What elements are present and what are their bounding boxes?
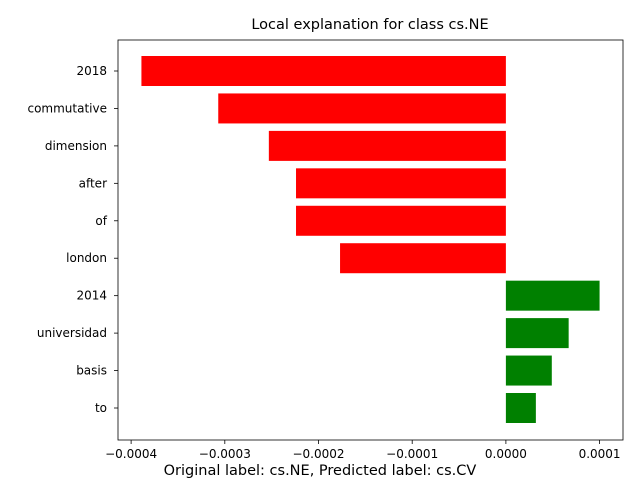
bar-2018 bbox=[141, 56, 506, 86]
y-tick-label: universidad bbox=[37, 326, 107, 340]
plot-frame bbox=[117, 39, 624, 441]
bars-group bbox=[141, 56, 600, 423]
y-tick-label: commutative bbox=[27, 101, 107, 115]
chart-title: Local explanation for class cs.NE bbox=[251, 17, 488, 33]
bar-universidad bbox=[505, 318, 569, 349]
y-tick-label: after bbox=[79, 176, 107, 190]
bar-london bbox=[340, 243, 506, 274]
bar-basis bbox=[505, 355, 552, 386]
x-tick-label: 0.0001 bbox=[579, 447, 621, 461]
bar-after bbox=[296, 168, 506, 199]
y-tick-label: to bbox=[95, 401, 107, 415]
x-tick-label: −0.0001 bbox=[386, 447, 438, 461]
caption: Original label: cs.NE, Predicted label: … bbox=[164, 463, 477, 479]
bar-dimension bbox=[268, 130, 506, 161]
y-tick-label: dimension bbox=[45, 139, 107, 153]
x-tick-label: −0.0003 bbox=[199, 447, 251, 461]
bar-of bbox=[296, 205, 506, 236]
x-tick-label: −0.0004 bbox=[105, 447, 157, 461]
x-tick-label: −0.0002 bbox=[292, 447, 344, 461]
x-tick-label: 0.0000 bbox=[485, 447, 527, 461]
bar-2014 bbox=[505, 280, 600, 311]
y-tick-label: 2018 bbox=[76, 64, 107, 78]
y-tick-label: 2014 bbox=[76, 289, 107, 303]
x-ticks-group: −0.0004 −0.0003 −0.0002 −0.0001 0.0000 0.0001 bbox=[105, 440, 621, 461]
bar-commutative bbox=[218, 93, 506, 124]
y-tick-label: london bbox=[66, 251, 107, 265]
y-ticks-group: 2018 commutative dimension after of london 201… bbox=[27, 64, 118, 415]
bar-to bbox=[505, 393, 536, 423]
y-tick-label: of bbox=[95, 214, 107, 228]
y-tick-label: basis bbox=[76, 364, 107, 378]
